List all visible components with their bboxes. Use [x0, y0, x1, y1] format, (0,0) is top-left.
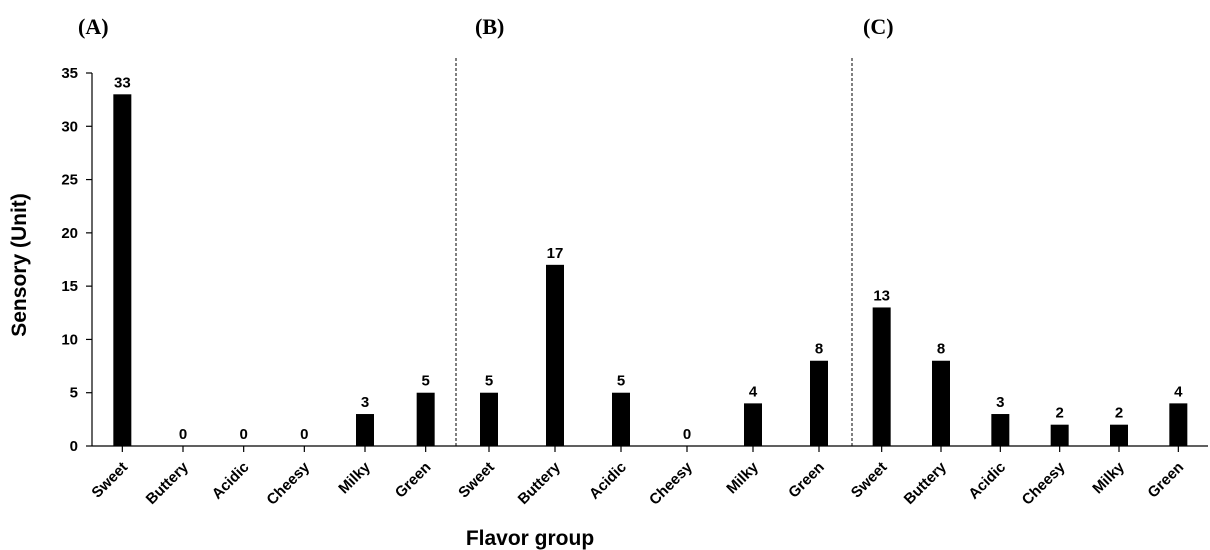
category-label: Sweet — [88, 459, 131, 502]
x-axis-title: Flavor group — [466, 527, 594, 550]
category-label: Cheesy — [1019, 458, 1069, 508]
data-label: 2 — [1115, 405, 1123, 422]
y-tick-label: 0 — [70, 438, 78, 455]
data-label: 2 — [1055, 405, 1063, 422]
category-label: Acidic — [209, 459, 253, 503]
category-label: Cheesy — [263, 458, 313, 508]
y-tick-label: 20 — [61, 225, 78, 242]
category-label: Sweet — [848, 459, 891, 502]
category-label: Buttery — [515, 458, 565, 508]
data-label: 0 — [179, 426, 187, 443]
bar — [932, 360, 950, 446]
category-label: Cheesy — [646, 458, 696, 508]
data-label: 8 — [937, 341, 945, 358]
data-label: 13 — [873, 287, 890, 304]
panel-label: (A) — [78, 14, 109, 39]
category-label: Green — [1144, 459, 1187, 502]
y-tick-label: 30 — [61, 118, 78, 135]
data-label: 17 — [547, 245, 564, 262]
category-label: Acidic — [586, 459, 630, 503]
category-label: Milky — [335, 458, 374, 497]
data-label: 3 — [361, 394, 369, 411]
category-label: Sweet — [455, 459, 498, 502]
data-label: 0 — [300, 426, 308, 443]
data-label: 8 — [815, 341, 823, 358]
category-label: Green — [392, 459, 435, 502]
bar — [480, 392, 498, 446]
y-tick-label: 35 — [61, 65, 78, 82]
bar — [872, 307, 891, 446]
bar — [991, 414, 1010, 446]
bar — [810, 360, 828, 446]
bar — [1110, 424, 1128, 446]
y-tick-label: 10 — [61, 331, 78, 348]
y-axis-title: Sensory (Unit) — [8, 193, 31, 337]
bar — [356, 414, 374, 446]
category-label: Milky — [723, 458, 762, 497]
panel-label: (B) — [475, 14, 504, 39]
bar — [612, 392, 630, 446]
data-label: 4 — [1174, 383, 1183, 400]
data-label: 5 — [485, 373, 493, 390]
panel-label: (C) — [863, 14, 894, 39]
category-label: Milky — [1089, 458, 1128, 497]
category-label: Buttery — [143, 458, 193, 508]
bar — [546, 264, 564, 446]
data-label: 4 — [749, 383, 758, 400]
data-label: 33 — [114, 74, 131, 91]
bar — [1169, 403, 1188, 446]
y-tick-label: 5 — [70, 385, 78, 402]
bar — [744, 403, 762, 446]
data-label: 5 — [421, 373, 429, 390]
bar — [416, 392, 435, 446]
bar — [1050, 424, 1069, 446]
data-label: 0 — [683, 426, 691, 443]
data-label: 0 — [239, 426, 247, 443]
data-label: 3 — [996, 394, 1004, 411]
category-label: Green — [785, 459, 828, 502]
category-label: Buttery — [901, 458, 951, 508]
bar — [113, 94, 132, 447]
y-tick-label: 25 — [61, 172, 78, 189]
data-label: 5 — [617, 373, 625, 390]
y-tick-label: 15 — [61, 278, 78, 295]
category-label: Acidic — [965, 459, 1009, 503]
